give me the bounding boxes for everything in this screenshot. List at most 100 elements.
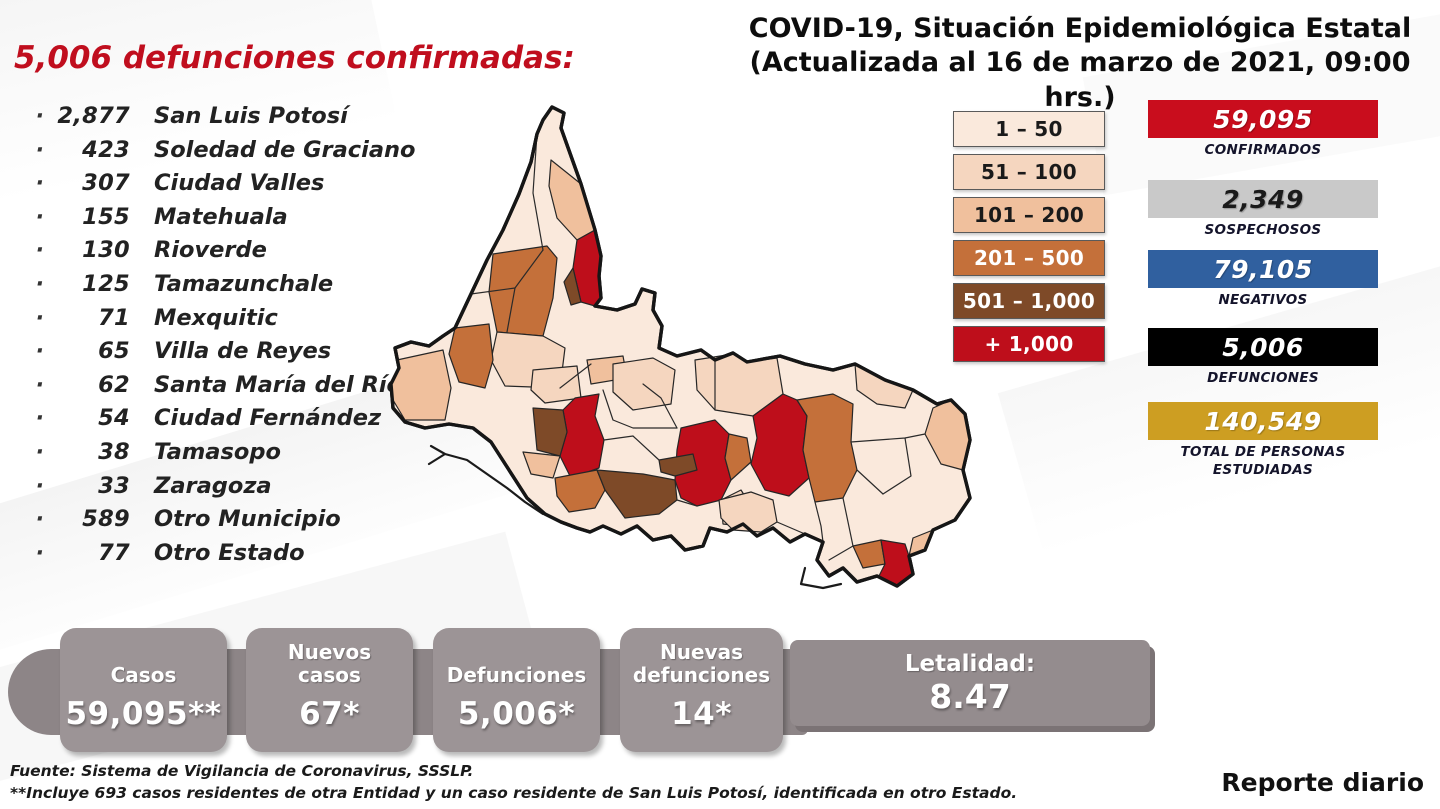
municipality-row: · 125 Tamazunchale — [30, 271, 416, 305]
municipality-name: Zaragoza — [154, 472, 272, 499]
municipality-region — [658, 453, 698, 477]
municipality-name: Otro Estado — [154, 539, 305, 566]
municipality-death-count: 33 — [98, 472, 130, 499]
summary-card-label: Nuevos casos — [287, 640, 372, 687]
summary-card-value: 59,095** — [65, 696, 222, 732]
bullet-marker: · — [35, 473, 44, 499]
municipality-death-count: 38 — [98, 438, 130, 465]
map-legend: 1 – 50 51 – 100 101 – 200 201 – 500 501 – 1,… — [953, 111, 1105, 369]
municipality-row: · 33 Zaragoza — [30, 473, 416, 507]
page-title-line2: (Actualizada al 16 de marzo de 2021, 09:… — [749, 47, 1411, 113]
stat-label: DEFUNCIONES — [1207, 370, 1319, 386]
stat-label: NEGATIVOS — [1218, 292, 1308, 308]
deaths-by-municipality-list: · 2,877 San Luis Potosí · 423 Soledad de Grac… — [30, 103, 416, 573]
summary-card: Casos 59,095** — [60, 628, 227, 752]
municipality-row: · 307 Ciudad Valles — [30, 170, 416, 204]
municipality-name: San Luis Potosí — [154, 103, 348, 129]
summary-card: Nuevos casos 67* — [246, 628, 413, 752]
summary-card-label: Nuevas defunciones — [632, 640, 771, 687]
legend-range-box: 101 – 200 — [953, 197, 1105, 233]
bullet-marker: · — [35, 540, 44, 566]
municipality-name: Santa María del Río — [154, 371, 402, 398]
bullet-marker: · — [35, 305, 44, 331]
municipality-death-count: 71 — [98, 304, 130, 331]
legend-range-box: 1 – 50 — [953, 111, 1105, 147]
municipality-name: Villa de Reyes — [154, 338, 332, 365]
municipality-death-count: 589 — [82, 506, 130, 533]
municipality-name: Ciudad Valles — [154, 170, 325, 197]
stat-group: 140,549 TOTAL DE PERSONAS ESTUDIADAS — [1148, 402, 1378, 479]
municipality-death-count: 2,877 — [57, 103, 130, 129]
municipality-row: · 130 Rioverde — [30, 237, 416, 271]
municipality-row: · 65 Villa de Reyes — [30, 338, 416, 372]
municipality-row: · 62 Santa María del Río — [30, 372, 416, 406]
lethality-value: 8.47 — [929, 676, 1011, 716]
stat-label: CONFIRMADOS — [1204, 142, 1322, 158]
stat-value-box: 140,549 — [1148, 402, 1378, 440]
municipality-name: Mexquitic — [154, 304, 278, 331]
legend-range-box: 51 – 100 — [953, 154, 1105, 190]
summary-card: Defunciones 5,006* — [433, 628, 600, 752]
stat-group: 2,349 SOSPECHOSOS — [1148, 180, 1378, 239]
bullet-marker: · — [35, 406, 44, 432]
municipality-death-count: 423 — [82, 136, 130, 163]
municipality-region — [530, 365, 582, 404]
bullet-marker: · — [35, 104, 44, 129]
footer-note: **Incluye 693 casos residentes de otra E… — [10, 784, 1018, 802]
municipality-region — [532, 407, 568, 457]
state-map-svg — [389, 105, 972, 590]
municipality-region — [718, 491, 778, 533]
bullet-marker: · — [35, 171, 44, 197]
bullet-marker: · — [35, 271, 44, 297]
summary-card-value: 5,006* — [457, 696, 576, 732]
bullet-marker: · — [35, 339, 44, 365]
summary-card-value: 14* — [671, 696, 732, 732]
municipality-name: Soledad de Graciano — [154, 136, 416, 163]
municipality-row: · 155 Matehuala — [30, 204, 416, 238]
municipality-region — [724, 433, 752, 481]
municipality-region — [563, 267, 582, 306]
bullet-marker: · — [35, 238, 44, 264]
stat-group: 79,105 NEGATIVOS — [1148, 250, 1378, 309]
legend-range-box: 501 – 1,000 — [953, 283, 1105, 319]
stat-group: 5,006 DEFUNCIONES — [1148, 328, 1378, 387]
municipality-name: Matehuala — [154, 203, 288, 230]
municipality-death-count: 65 — [98, 338, 130, 365]
summary-card: Nuevas defunciones 14* — [620, 628, 783, 752]
municipality-row: · 423 Soledad de Graciano — [30, 137, 416, 171]
bullet-marker: · — [35, 372, 44, 398]
summary-card-label: Casos — [110, 662, 177, 687]
stat-group: 59,095 CONFIRMADOS — [1148, 100, 1378, 159]
municipality-name: Otro Municipio — [154, 506, 341, 533]
municipality-row: · 77 Otro Estado — [30, 540, 416, 574]
legend-range-box: 201 – 500 — [953, 240, 1105, 276]
bullet-marker: · — [35, 204, 44, 230]
municipality-row: · 2,877 San Luis Potosí — [30, 103, 416, 137]
municipality-row: · 38 Tamasopo — [30, 439, 416, 473]
municipality-region — [488, 245, 558, 337]
stat-value-box: 79,105 — [1148, 250, 1378, 288]
municipality-death-count: 125 — [82, 270, 130, 297]
stat-value-box: 2,349 — [1148, 180, 1378, 218]
report-type-label: Reporte diario — [1221, 768, 1424, 797]
municipality-row: · 589 Otro Municipio — [30, 506, 416, 540]
municipality-name: Tamasopo — [154, 438, 281, 465]
stat-label: TOTAL DE PERSONAS ESTUDIADAS — [1180, 444, 1346, 479]
bullet-marker: · — [35, 507, 44, 533]
municipality-name: Rioverde — [154, 237, 267, 264]
choropleth-map — [385, 98, 1025, 598]
lethality-label: Letalidad: — [904, 650, 1036, 677]
municipality-death-count: 77 — [98, 539, 130, 566]
lethality-bar: Letalidad: 8.47 — [790, 640, 1150, 726]
municipality-death-count: 155 — [82, 203, 130, 230]
summary-card-value: 67* — [299, 696, 360, 732]
municipality-row: · 71 Mexquitic — [30, 305, 416, 339]
stat-value-box: 59,095 — [1148, 100, 1378, 138]
municipality-name: Ciudad Fernández — [154, 405, 382, 432]
municipality-death-count: 307 — [82, 170, 130, 197]
municipality-death-count: 62 — [98, 371, 130, 398]
bullet-marker: · — [35, 439, 44, 465]
summary-card-label: Defunciones — [446, 662, 587, 687]
stat-value-box: 5,006 — [1148, 328, 1378, 366]
